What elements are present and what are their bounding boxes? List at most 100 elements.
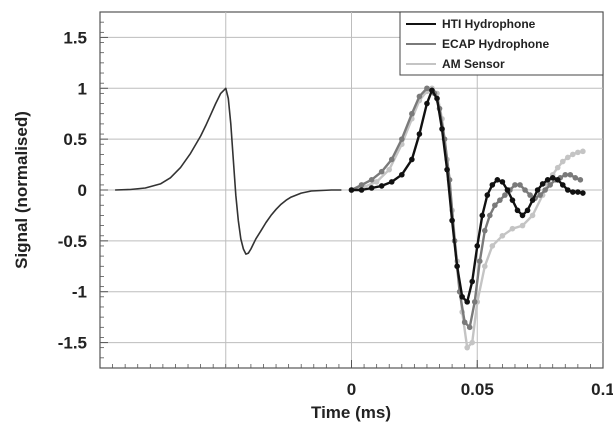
data-point bbox=[471, 299, 478, 305]
y-tick-label: -1 bbox=[72, 283, 87, 302]
data-point bbox=[580, 148, 586, 155]
y-tick-labels: 1.5 1 0.5 0 -0.5 -1 -1.5 bbox=[58, 28, 87, 352]
x-axis-title: Time (ms) bbox=[311, 403, 391, 422]
y-axis-title: Signal (normalised) bbox=[12, 111, 31, 269]
data-point bbox=[489, 243, 496, 249]
data-point bbox=[529, 197, 536, 203]
data-point bbox=[474, 243, 481, 249]
data-point bbox=[424, 85, 430, 92]
data-point bbox=[378, 168, 385, 175]
legend-label: HTI Hydrophone bbox=[442, 17, 536, 31]
data-point bbox=[469, 339, 476, 346]
y-tick-label: 0.5 bbox=[63, 130, 87, 149]
data-point bbox=[464, 299, 470, 305]
legend: HTI Hydrophone ECAP Hydrophone AM Sensor bbox=[399, 11, 604, 76]
data-point bbox=[509, 225, 516, 232]
data-point bbox=[559, 158, 566, 165]
data-point bbox=[388, 156, 395, 163]
data-point bbox=[567, 171, 574, 178]
data-point bbox=[399, 171, 405, 178]
data-point bbox=[373, 179, 380, 185]
data-point bbox=[499, 232, 506, 239]
data-point bbox=[497, 197, 503, 203]
data-point bbox=[358, 187, 365, 193]
data-point bbox=[575, 149, 581, 156]
data-point bbox=[572, 174, 579, 181]
data-point bbox=[489, 182, 496, 188]
data-point bbox=[386, 166, 393, 173]
legend-label: ECAP Hydrophone bbox=[442, 37, 549, 51]
data-point bbox=[424, 100, 430, 107]
data-point bbox=[562, 171, 569, 178]
data-point bbox=[368, 177, 375, 183]
data-point bbox=[517, 182, 523, 188]
data-point bbox=[479, 212, 486, 219]
data-point bbox=[554, 177, 561, 183]
data-point bbox=[449, 217, 455, 224]
tick-marks bbox=[99, 11, 604, 369]
data-point bbox=[499, 179, 506, 185]
data-point bbox=[514, 207, 521, 214]
legend-label: AM Sensor bbox=[442, 57, 505, 71]
data-point bbox=[492, 202, 498, 209]
data-point bbox=[348, 187, 355, 193]
data-point bbox=[487, 212, 493, 219]
data-point bbox=[547, 182, 553, 188]
data-point bbox=[570, 189, 576, 195]
series-lines bbox=[115, 85, 586, 351]
data-point bbox=[542, 187, 548, 193]
y-tick-label: 1.5 bbox=[63, 28, 87, 47]
data-point bbox=[580, 190, 586, 196]
data-point bbox=[409, 110, 415, 117]
data-point bbox=[554, 164, 561, 171]
data-point bbox=[388, 179, 395, 185]
data-point bbox=[484, 192, 491, 198]
data-point bbox=[577, 177, 584, 183]
series-1 bbox=[348, 87, 586, 305]
x-tick-labels: 0 0.05 0.1 bbox=[347, 380, 613, 399]
data-point bbox=[416, 93, 423, 100]
data-point bbox=[466, 324, 473, 331]
data-point bbox=[512, 182, 518, 188]
data-point bbox=[464, 344, 470, 351]
data-point bbox=[378, 183, 385, 189]
data-point bbox=[454, 263, 460, 270]
data-point bbox=[439, 126, 445, 132]
x-tick-label: 0.05 bbox=[461, 380, 494, 399]
series-line bbox=[115, 87, 342, 255]
data-point bbox=[358, 182, 365, 188]
data-point bbox=[575, 189, 581, 195]
y-tick-label: -1.5 bbox=[58, 334, 87, 353]
data-point bbox=[434, 95, 440, 102]
data-point bbox=[469, 278, 476, 285]
data-point bbox=[459, 294, 465, 300]
data-point bbox=[534, 187, 541, 193]
data-point bbox=[522, 187, 528, 193]
y-tick-label: -0.5 bbox=[58, 232, 87, 251]
data-point bbox=[559, 182, 566, 188]
data-point bbox=[481, 227, 488, 234]
data-point bbox=[399, 136, 405, 142]
data-point bbox=[429, 87, 435, 94]
data-point bbox=[481, 263, 488, 270]
data-point bbox=[524, 207, 531, 214]
data-point bbox=[527, 192, 533, 198]
data-point bbox=[544, 177, 551, 183]
data-point bbox=[549, 174, 556, 181]
data-point bbox=[564, 187, 571, 193]
data-point bbox=[476, 258, 483, 265]
data-point bbox=[461, 319, 468, 326]
data-point bbox=[529, 212, 536, 219]
data-point bbox=[537, 192, 543, 198]
data-point bbox=[570, 151, 576, 158]
y-tick-label: 0 bbox=[78, 181, 87, 200]
data-point bbox=[444, 166, 450, 173]
data-point bbox=[368, 185, 375, 191]
data-point bbox=[502, 192, 508, 198]
data-point bbox=[519, 222, 526, 229]
x-tick-label: 0 bbox=[347, 380, 356, 399]
data-point bbox=[416, 131, 423, 137]
data-point bbox=[504, 187, 511, 193]
data-point bbox=[494, 177, 501, 183]
